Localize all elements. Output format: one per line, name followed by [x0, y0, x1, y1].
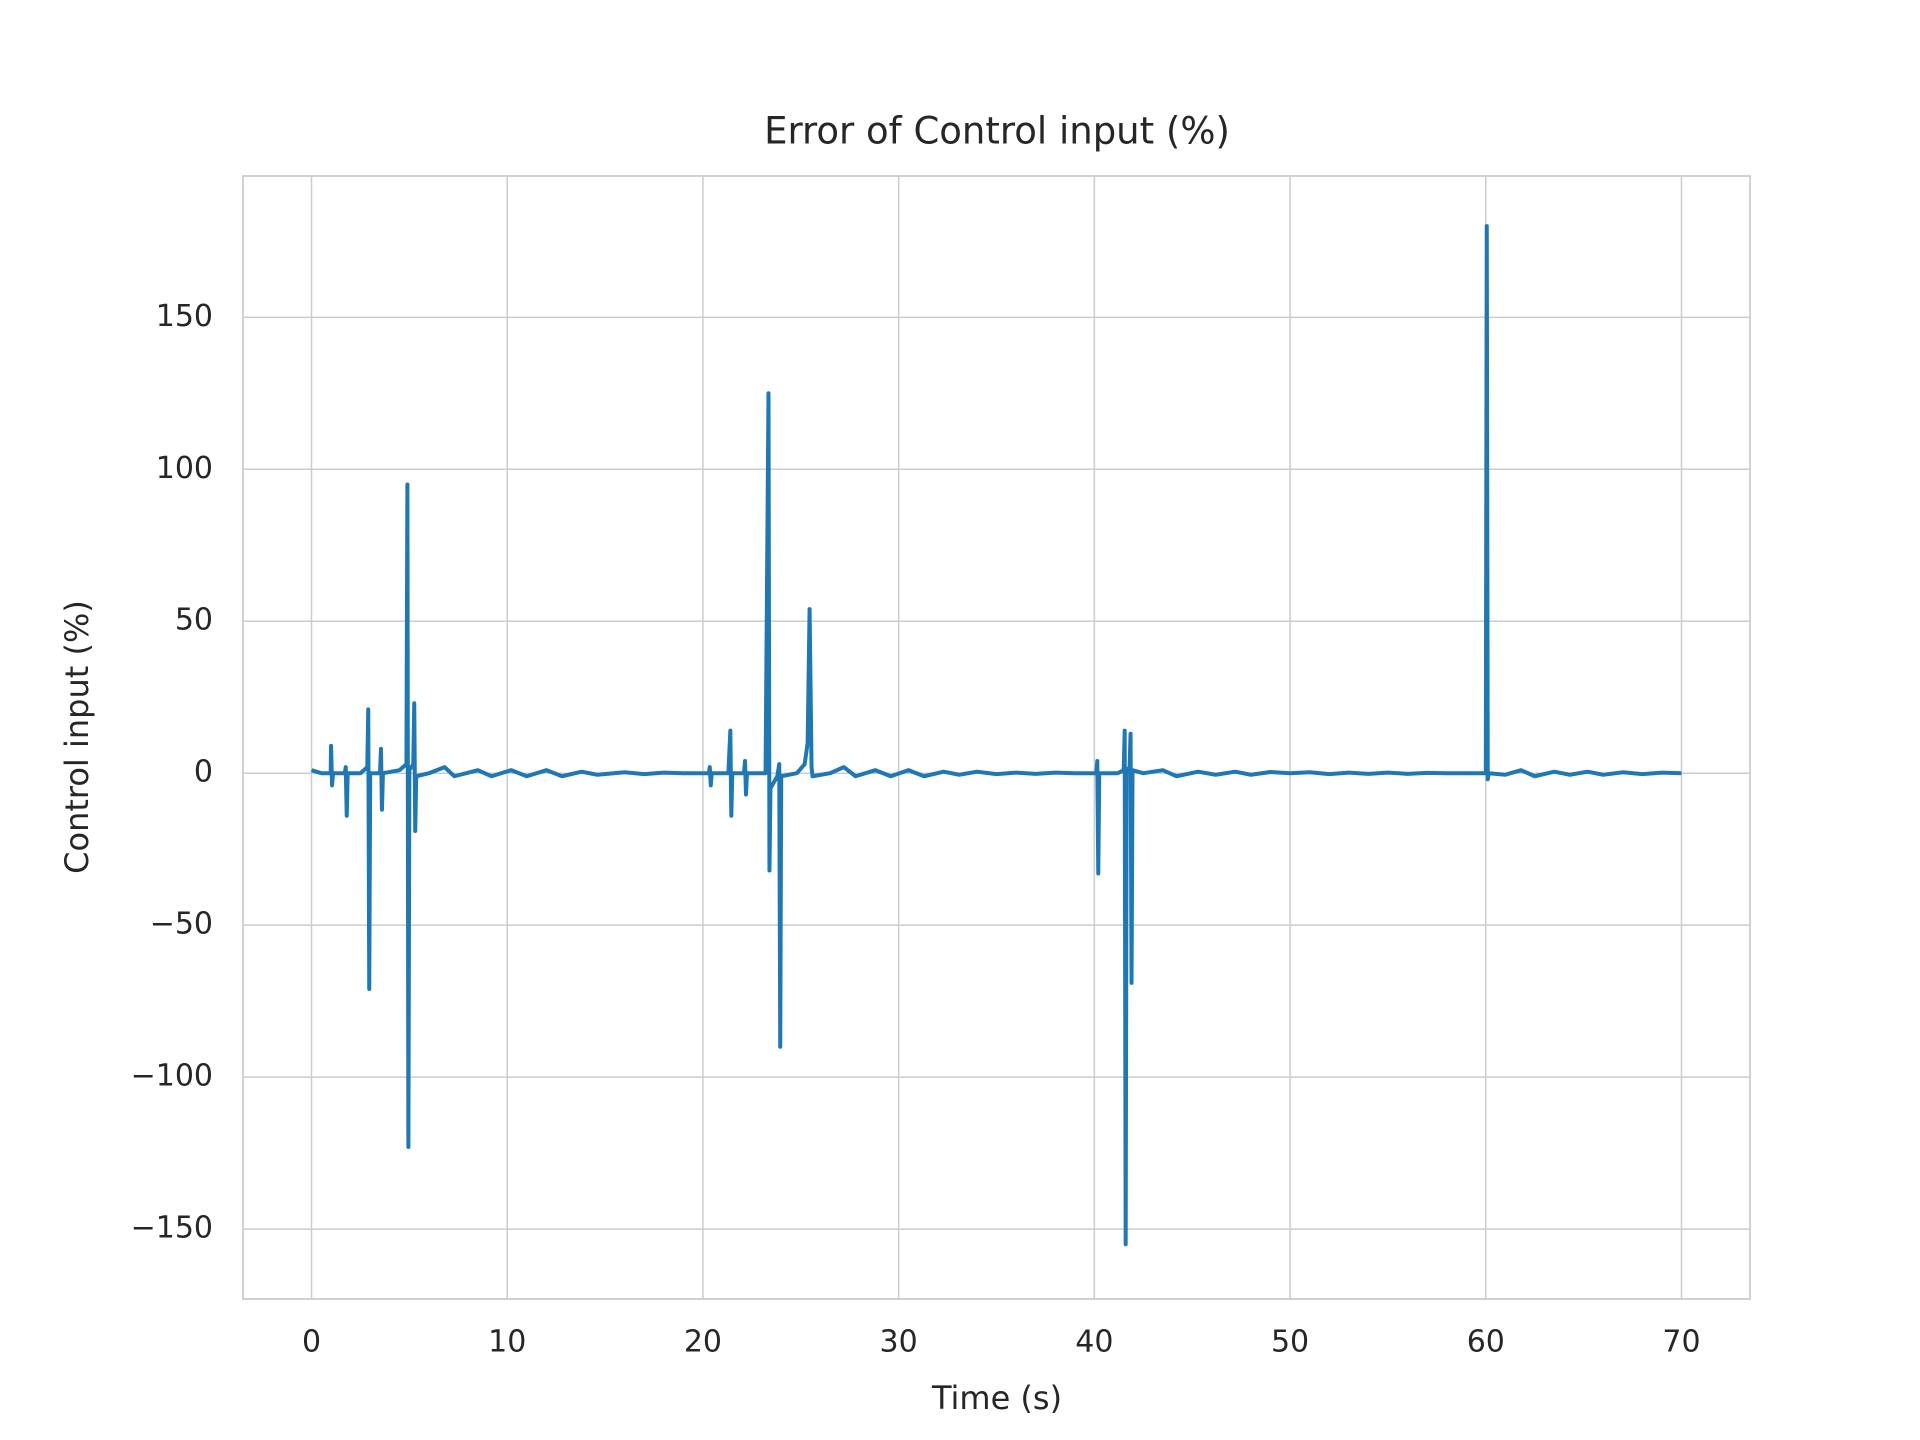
- y-tick-label: 50: [175, 603, 213, 638]
- y-tick-label: −150: [131, 1211, 213, 1246]
- x-tick-label: 50: [1271, 1325, 1309, 1360]
- data-line: [310, 224, 1682, 1247]
- chart-title: Error of Control input (%): [764, 110, 1230, 153]
- y-tick-label: 150: [156, 299, 213, 334]
- x-tick-label: 30: [880, 1325, 918, 1360]
- x-axis-label: Time (s): [931, 1379, 1062, 1417]
- x-tick-label: 40: [1075, 1325, 1113, 1360]
- y-tick-label: 0: [194, 755, 213, 790]
- x-tick-label: 70: [1662, 1325, 1700, 1360]
- x-tick-label: 0: [302, 1325, 321, 1360]
- y-tick-label: −50: [150, 907, 213, 942]
- x-tick-label: 10: [488, 1325, 526, 1360]
- y-tick-label: −100: [131, 1059, 213, 1094]
- plot-frame: [242, 175, 1751, 1300]
- x-tick-label: 60: [1467, 1325, 1505, 1360]
- x-tick-label: 20: [684, 1325, 722, 1360]
- y-axis-label: Control input (%): [58, 600, 96, 874]
- y-tick-label: 100: [156, 451, 213, 486]
